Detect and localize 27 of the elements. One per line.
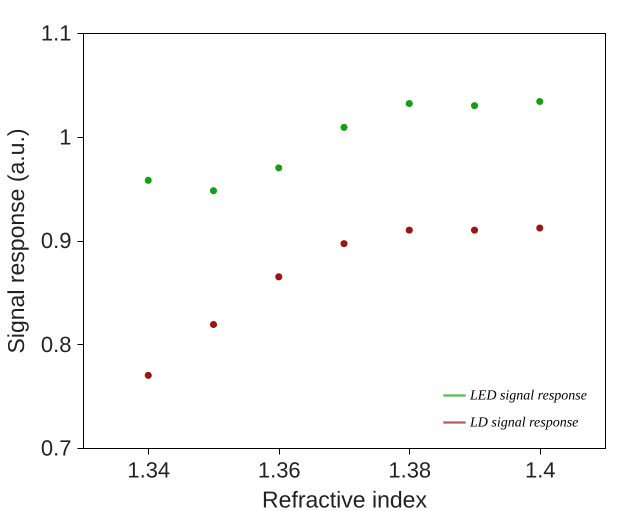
y-axis-title: Signal response (a.u.) (2, 128, 29, 354)
x-axis-title: Refractive index (262, 486, 428, 511)
point (144, 176, 152, 184)
x-tick-label: 1.38 (388, 458, 432, 482)
point (470, 102, 478, 110)
point (536, 98, 544, 106)
point (340, 240, 348, 248)
y-tick-label: 1.1 (40, 20, 72, 46)
point (210, 187, 218, 194)
x-tick-label: 1.4 (524, 458, 556, 482)
point (275, 273, 282, 280)
point (406, 226, 413, 234)
point (406, 100, 413, 108)
x-tick-label: 1.36 (258, 458, 301, 482)
point (275, 164, 282, 172)
y-tick-label: 0.8 (40, 332, 72, 357)
y-tick-label: 1 (59, 124, 72, 150)
legend-label: LD signal response (469, 416, 578, 430)
point (144, 372, 152, 379)
y-tick-label: 0.7 (40, 436, 72, 460)
y-tick-label: 0.9 (40, 228, 72, 253)
x-tick-label: 1.34 (127, 458, 170, 482)
point (536, 224, 544, 232)
point (340, 124, 348, 131)
point (470, 226, 478, 234)
point (210, 321, 218, 328)
legend-label: LED signal response (469, 388, 587, 404)
